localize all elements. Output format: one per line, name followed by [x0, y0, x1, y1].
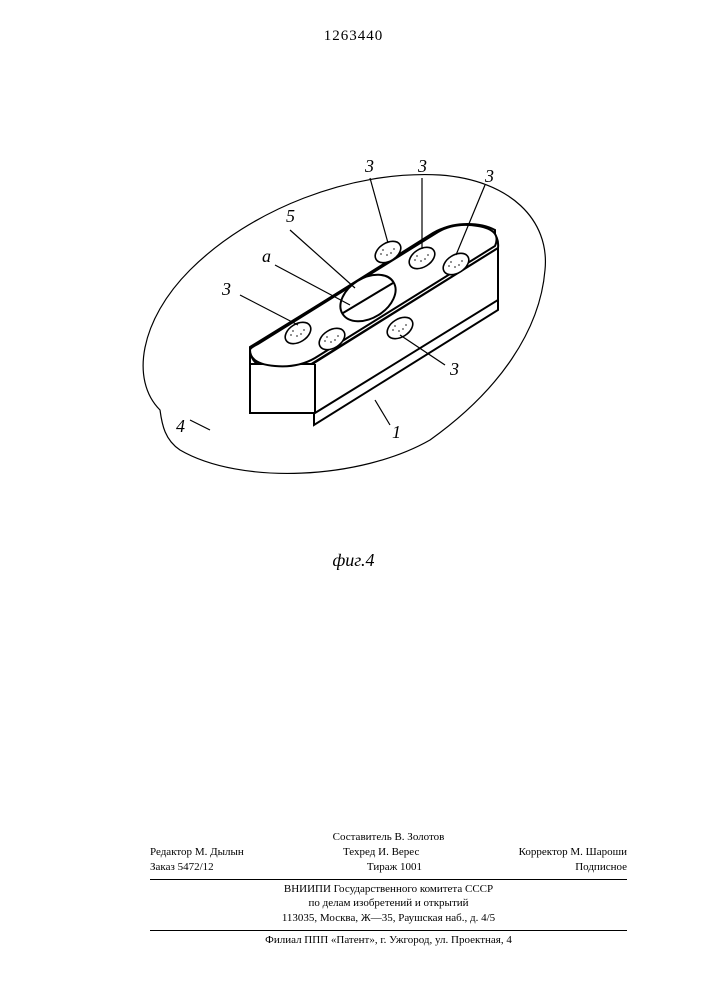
figure-diagram: 3 3 3 3 3 5 a 4 1	[100, 130, 600, 530]
page-number: 1263440	[324, 28, 384, 45]
svg-text:3: 3	[364, 156, 374, 176]
circulation-label: Тираж	[367, 861, 397, 873]
svg-text:3: 3	[417, 156, 427, 176]
svg-text:5: 5	[286, 206, 295, 226]
imprint-line1: ВНИИПИ Государственного комитета СССР	[150, 882, 627, 897]
imprint-block: ВНИИПИ Государственного комитета СССР по…	[150, 882, 627, 927]
svg-text:4: 4	[176, 416, 185, 436]
imprint-line2: по делам изобретений и открытий	[150, 896, 627, 911]
svg-text:1: 1	[392, 422, 401, 442]
diagram-svg: 3 3 3 3 3 5 a 4 1	[100, 130, 600, 530]
order-label: Заказ	[150, 861, 175, 873]
order-value: 5472/12	[178, 861, 214, 873]
svg-text:3: 3	[484, 166, 494, 186]
compiler-label: Составитель	[333, 831, 392, 843]
svg-text:a: a	[262, 246, 271, 266]
corrector-label: Корректор	[519, 846, 568, 858]
divider-1	[150, 879, 627, 880]
circulation-value: 1001	[400, 861, 422, 873]
imprint-line3: 113035, Москва, Ж—35, Раушская наб., д. …	[150, 911, 627, 926]
divider-2	[150, 930, 627, 931]
block-front-rect	[250, 363, 314, 413]
figure-label: фиг.4	[332, 550, 374, 571]
editor-name: М. Дылын	[195, 846, 244, 858]
imprint-line4: Филиал ППП «Патент», г. Ужгород, ул. Про…	[150, 933, 627, 948]
techred-name: И. Верес	[378, 846, 419, 858]
editor-label: Редактор	[150, 846, 192, 858]
compiler-name: В. Золотов	[394, 831, 444, 843]
techred-label: Техред	[343, 846, 375, 858]
svg-text:3: 3	[221, 279, 231, 299]
credits-block: Составитель В. Золотов Редактор М. Дылын…	[150, 830, 627, 948]
svg-text:3: 3	[449, 359, 459, 379]
subscription: Подписное	[575, 861, 627, 873]
corrector-name: М. Шароши	[570, 846, 627, 858]
